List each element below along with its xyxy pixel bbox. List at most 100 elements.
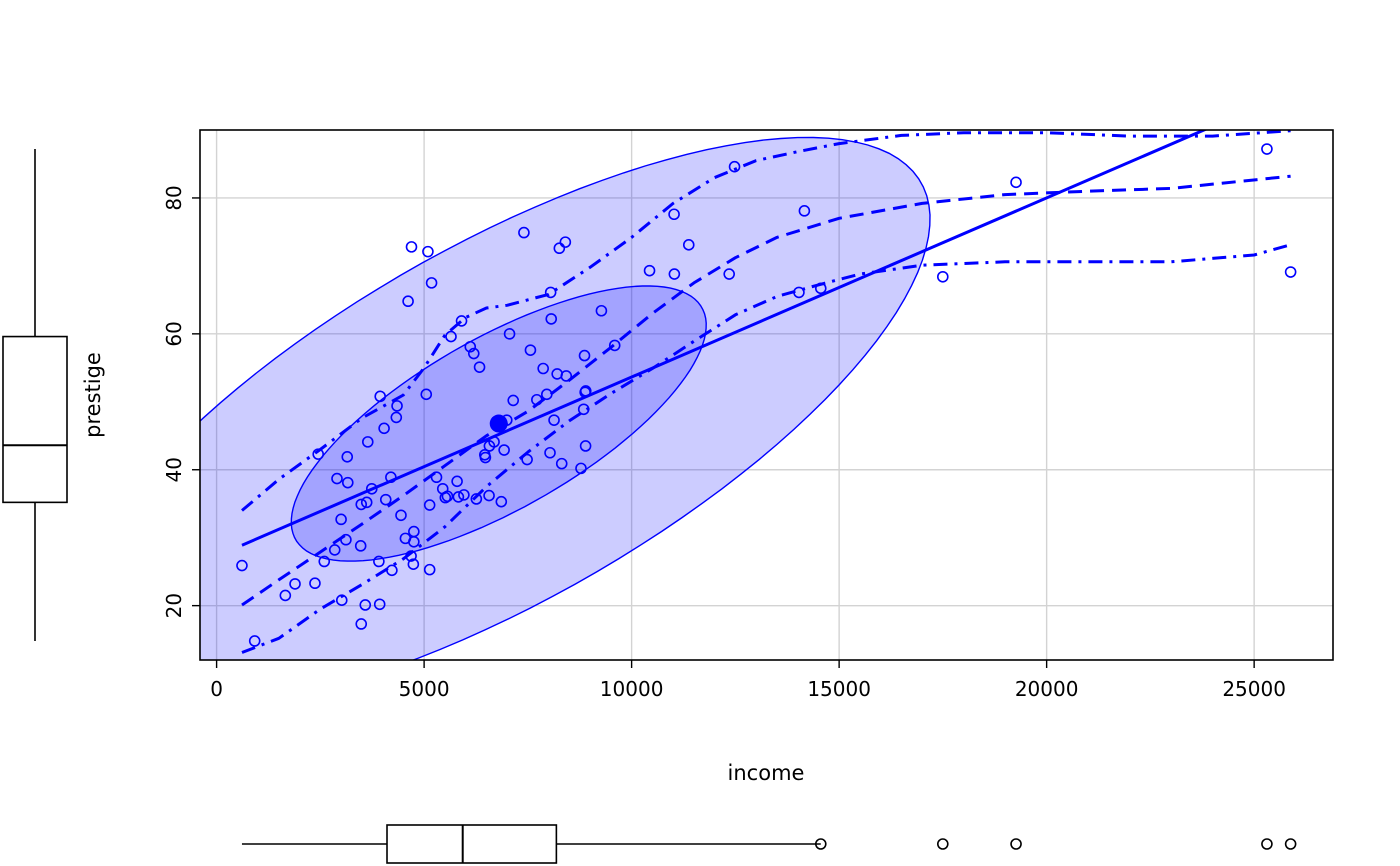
data-point (405, 550, 417, 562)
data-point (318, 555, 331, 568)
data-point (451, 475, 463, 488)
data-point (407, 558, 420, 570)
data-point (373, 555, 385, 568)
ellipse-0.95 (200, 136, 931, 660)
data-point (341, 451, 354, 463)
data-point (1284, 266, 1297, 278)
data-point (668, 208, 680, 221)
regression-line (241, 130, 1208, 547)
data-point (575, 462, 587, 475)
data-point (328, 544, 341, 556)
data-point (503, 328, 516, 340)
x-tick-label: 15000 (807, 677, 871, 701)
data-point (668, 268, 681, 280)
data-point (378, 422, 390, 435)
data-point (335, 594, 348, 607)
income-outlier (1284, 838, 1297, 850)
data-point (608, 339, 621, 352)
data-point (385, 471, 397, 484)
data-point (355, 618, 368, 630)
x-tick-label: 25000 (1222, 677, 1286, 701)
data-point (422, 245, 434, 258)
data-point (445, 330, 457, 343)
data-point (936, 270, 949, 283)
data-point (331, 472, 343, 485)
smooth-upper-line (241, 130, 1291, 512)
data-point (537, 362, 549, 375)
data-point (354, 540, 367, 552)
income-boxplot (241, 824, 1297, 864)
data-point (518, 226, 530, 239)
data-point (728, 160, 741, 173)
income-outlier (936, 838, 949, 850)
data-point (236, 559, 248, 572)
data-point (441, 490, 454, 503)
data-point (798, 205, 811, 217)
data-point (521, 453, 533, 466)
prestige-box (2, 335, 68, 504)
data-point (555, 457, 568, 470)
data-point (544, 446, 556, 459)
data-point (473, 361, 486, 373)
x-tick-label: 5000 (399, 677, 450, 701)
income-outlier (1010, 838, 1022, 850)
data-point (379, 493, 392, 506)
data-point (386, 564, 398, 577)
mean-point (489, 414, 508, 433)
data-point (483, 489, 495, 502)
data-point (335, 513, 347, 526)
data-point (595, 304, 608, 317)
income-box (386, 824, 558, 864)
data-point (365, 482, 378, 495)
data-point (452, 491, 465, 503)
data-point (470, 493, 483, 505)
y-axis: 20 40 60 80 (162, 185, 200, 618)
data-point (1010, 176, 1022, 189)
data-point (560, 370, 573, 382)
data-point (374, 390, 387, 403)
prestige-boxplot (2, 149, 68, 641)
data-point (373, 598, 386, 611)
y-tick-label: 20 (162, 593, 186, 618)
data-point (289, 578, 301, 590)
data-point (420, 388, 433, 401)
data-point (361, 436, 374, 448)
data-point (464, 340, 477, 353)
income-outlier (1261, 838, 1273, 850)
y-tick-label: 60 (162, 321, 186, 346)
y-tick-label: 40 (162, 457, 186, 482)
smooth-fit-line (241, 174, 1291, 607)
data-point (723, 268, 735, 280)
data-point (423, 499, 436, 511)
data-point (355, 498, 368, 511)
data-point (279, 589, 292, 602)
data-point (579, 385, 592, 397)
x-tick-label: 0 (210, 677, 223, 701)
y-axis-title: prestige (81, 352, 105, 438)
data-point (579, 440, 592, 452)
data-point (359, 599, 372, 611)
data-point (524, 344, 537, 356)
data-point (578, 349, 591, 362)
data-points (236, 143, 1297, 647)
data-point (360, 496, 373, 509)
data-point (390, 411, 403, 424)
data-point (340, 533, 352, 546)
x-axis: 0 5000 10000 15000 20000 25000 (210, 660, 1286, 701)
data-point (312, 448, 324, 460)
income-outlier (814, 838, 827, 850)
data-point (793, 286, 805, 299)
data-point (577, 403, 590, 416)
x-tick-label: 20000 (1015, 677, 1079, 701)
data-point (498, 444, 510, 456)
grid-layer (200, 130, 1333, 660)
plot-frame (199, 129, 1334, 661)
data-point (423, 563, 436, 576)
data-point (391, 400, 403, 412)
x-tick-label: 10000 (600, 677, 664, 701)
data-point (402, 295, 414, 308)
data-point (479, 451, 492, 464)
data-point (814, 282, 827, 295)
data-point (545, 313, 558, 325)
